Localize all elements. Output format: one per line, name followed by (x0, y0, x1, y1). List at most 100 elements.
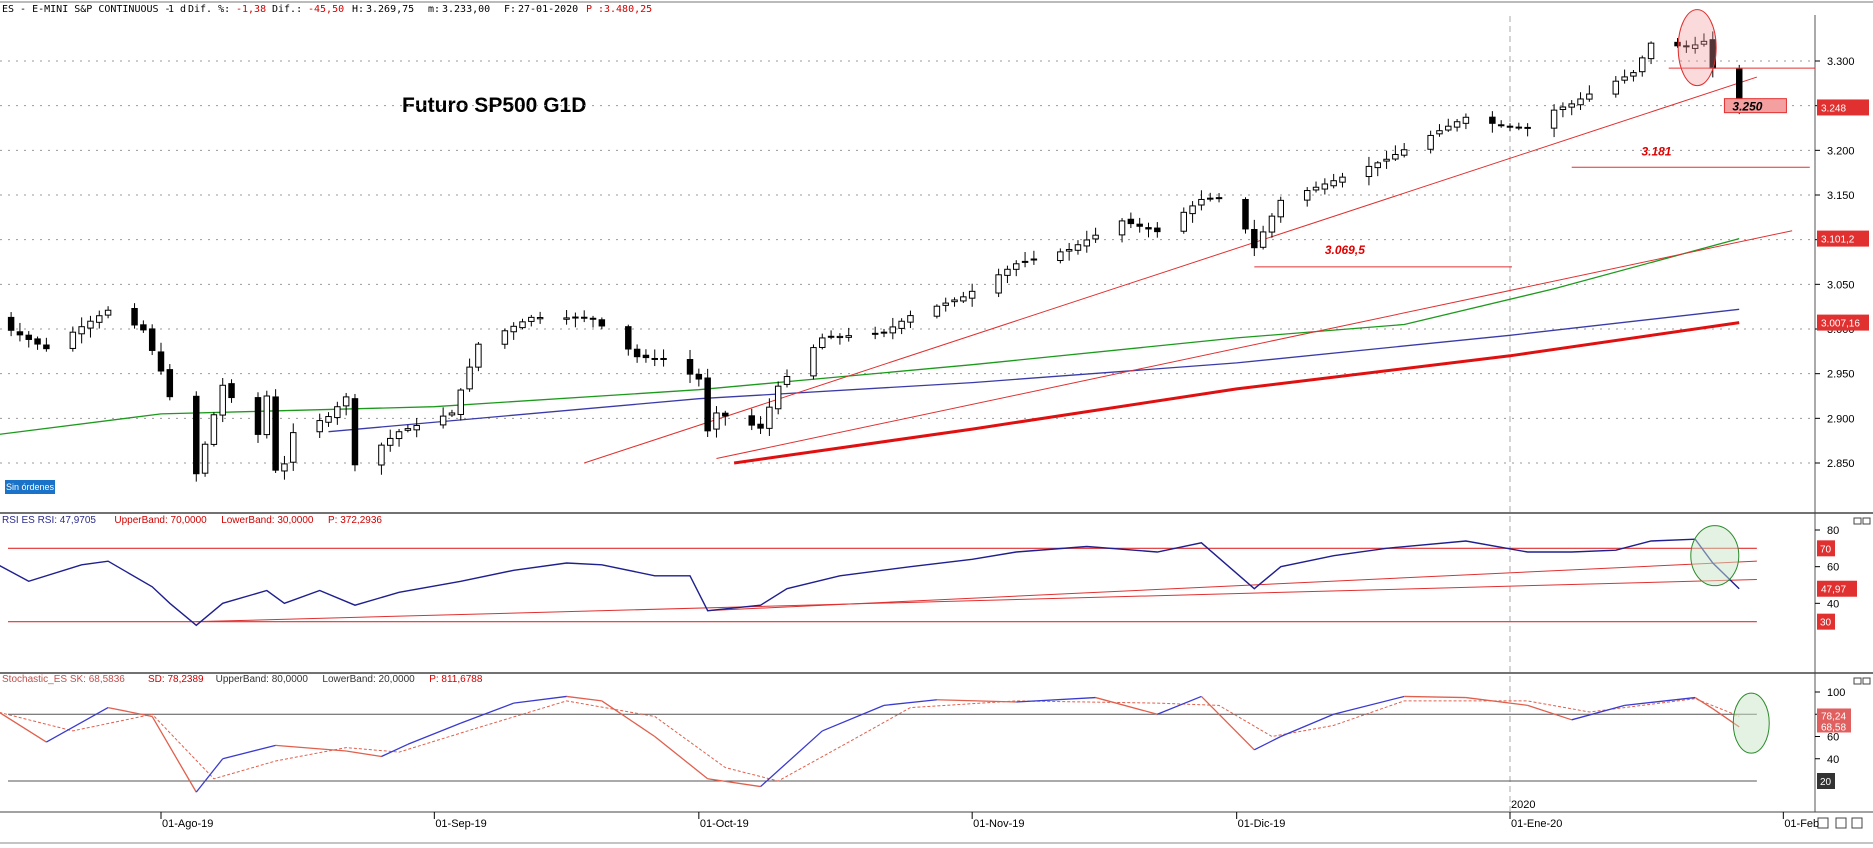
stochastic-sk-segment (107, 706, 153, 718)
stochastic-sk-segment (1095, 696, 1158, 715)
candle-body (1215, 197, 1223, 200)
stochastic-sk-segment (566, 695, 602, 702)
year-label: 2020 (1511, 799, 1535, 811)
panel-window-buttons[interactable] (1817, 517, 1871, 829)
candle-body (378, 444, 385, 466)
candle-body (898, 320, 905, 329)
candle-body (1700, 40, 1708, 45)
chart-title: Futuro SP500 G1D (402, 94, 586, 117)
header-date: 27-01-2020 (518, 4, 578, 15)
candle-body (413, 424, 420, 431)
stochastic-sk-segment (381, 743, 409, 758)
candle-body (1030, 258, 1038, 261)
candle-body (845, 335, 852, 338)
candle-body (342, 396, 350, 407)
highlight-ellipse-top (1677, 9, 1717, 87)
candle-body (722, 412, 729, 417)
candle-body (1621, 76, 1628, 81)
candle-body (1691, 44, 1699, 49)
candle-body (1092, 234, 1099, 240)
moving-average-line (328, 308, 1740, 433)
candle-body (1303, 190, 1311, 201)
candle-body (695, 373, 703, 380)
rsi-tick-label: 60 (1827, 562, 1839, 574)
rsi-tick-label: 40 (1827, 598, 1839, 610)
rsi-panel: RSI ES RSI: 47,9705 UpperBand: 70,0000 Low… (0, 515, 1857, 630)
stochastic-sk-segment (151, 716, 197, 793)
candle-body (1021, 260, 1029, 263)
header-symbol: ES - E-MINI S&P CONTINUOUS - (2, 4, 171, 15)
candle-body (78, 326, 85, 335)
stochastic-sk-segment (1157, 695, 1202, 715)
candle-body (351, 398, 359, 466)
time-tick-label: 01-Oct-19 (700, 818, 749, 830)
candle-body (1453, 121, 1461, 128)
candle-body (201, 443, 209, 474)
candle-body (1004, 268, 1011, 276)
price-tag-label: 3.007,16 (1821, 319, 1860, 330)
orders-badge[interactable]: Sin órdenes (5, 480, 55, 494)
candle-body (334, 406, 341, 419)
candle-body (228, 383, 235, 399)
candle-body (1639, 57, 1646, 73)
candle-body (1586, 93, 1593, 100)
candle-body (1013, 263, 1020, 270)
stochastic-sk-segment (1624, 696, 1696, 706)
candle-body (1436, 130, 1443, 135)
candle-body (1330, 180, 1337, 187)
rsi-band-tag-bg (1817, 613, 1835, 630)
stochastic-legend-item: UpperBand: 80,0000 (216, 674, 309, 685)
candle-body (219, 384, 226, 416)
candle-body (272, 396, 279, 471)
candle-body (281, 463, 288, 472)
candle-body (871, 332, 879, 335)
price-tag-bg (1817, 314, 1869, 331)
rsi-legend-item: UpperBand: 70,0000 (114, 515, 207, 526)
candle-body (131, 308, 138, 326)
candle-body (290, 432, 297, 463)
price-tick-label: 3.050 (1827, 279, 1855, 291)
annotation-3069-5: 3.069,5 (1325, 243, 1365, 257)
candle-body (1259, 231, 1267, 248)
candle-body (933, 305, 941, 317)
candle-body (995, 274, 1002, 294)
stochastic-band-tag: 20 (1820, 777, 1832, 788)
stochastic-sk-segment (407, 722, 462, 745)
candle-body (686, 359, 694, 375)
candle-body (439, 415, 447, 426)
header-dif-pct-label: Dif. %: (188, 4, 230, 15)
candle-body (263, 395, 271, 436)
candle-body (157, 351, 165, 372)
time-tick-label: 01-Feb (1784, 818, 1819, 830)
rsi-band-tag: 70 (1820, 544, 1832, 555)
candle-body (1365, 165, 1373, 178)
header-low-label: m: (428, 4, 440, 15)
time-axis: 01-Ago-19 01-Sep-19 01-Oct-19 01-Nov-19 01-D… (160, 799, 1819, 830)
time-tick-label: 01-Ene-20 (1511, 818, 1562, 830)
candle-body (1206, 197, 1214, 200)
candle-body (580, 316, 588, 319)
candle-body (1065, 248, 1073, 252)
stochastic-tick-label: 100 (1827, 687, 1845, 699)
candle-body (96, 315, 103, 323)
candle-body (1383, 158, 1390, 162)
stochastic-sk-segment (46, 707, 109, 743)
stochastic-value-tag-bg (1817, 708, 1851, 733)
candle-body (889, 326, 897, 334)
rsi-tick-label: 80 (1827, 525, 1839, 537)
candle-body (448, 412, 456, 416)
rsi-legend-item: RSI ES RSI: 47,9705 (2, 515, 96, 526)
candle-body (1550, 109, 1558, 129)
stochastic-sk-tag: 68,58 (1821, 722, 1846, 733)
annotation-box-3250 (1723, 98, 1787, 114)
candle-body (140, 324, 147, 331)
candle-body (1392, 154, 1399, 160)
candle-body (633, 348, 641, 358)
candle-body (651, 357, 658, 360)
candle-body (387, 437, 394, 446)
candle-body (1242, 198, 1249, 230)
candle-body (1683, 45, 1690, 48)
price-tick-label: 3.200 (1827, 145, 1855, 157)
